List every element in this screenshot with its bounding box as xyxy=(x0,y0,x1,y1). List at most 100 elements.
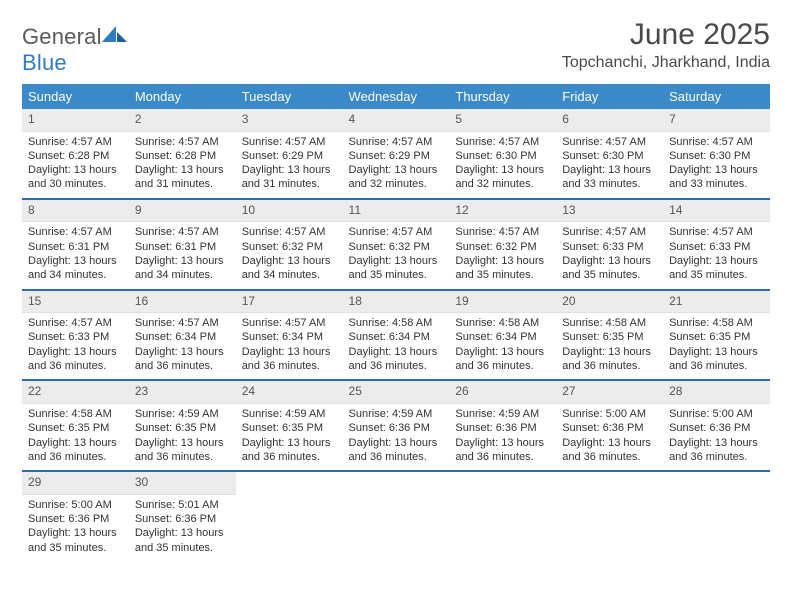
day-number: 19 xyxy=(449,291,556,314)
day-cell: 25Sunrise: 4:59 AMSunset: 6:36 PMDayligh… xyxy=(343,380,450,471)
day-cell: 27Sunrise: 5:00 AMSunset: 6:36 PMDayligh… xyxy=(556,380,663,471)
day-content: Sunrise: 4:57 AMSunset: 6:28 PMDaylight:… xyxy=(129,132,236,198)
calendar-body: 1Sunrise: 4:57 AMSunset: 6:28 PMDaylight… xyxy=(22,109,770,561)
week-row: 1Sunrise: 4:57 AMSunset: 6:28 PMDaylight… xyxy=(22,109,770,199)
daylight-line2: and 36 minutes. xyxy=(349,359,444,373)
daylight-line2: and 32 minutes. xyxy=(349,177,444,191)
daylight-line2: and 35 minutes. xyxy=(562,268,657,282)
daylight-line2: and 35 minutes. xyxy=(349,268,444,282)
sunset-text: Sunset: 6:28 PM xyxy=(135,149,230,163)
logo-word2: Blue xyxy=(22,50,67,75)
sunrise-text: Sunrise: 4:57 AM xyxy=(455,225,550,239)
daylight-line2: and 36 minutes. xyxy=(669,359,764,373)
sunset-text: Sunset: 6:34 PM xyxy=(349,330,444,344)
day-cell: 16Sunrise: 4:57 AMSunset: 6:34 PMDayligh… xyxy=(129,290,236,381)
daylight-line1: Daylight: 13 hours xyxy=(28,345,123,359)
daylight-line1: Daylight: 13 hours xyxy=(455,436,550,450)
daylight-line1: Daylight: 13 hours xyxy=(242,254,337,268)
day-number: 21 xyxy=(663,291,770,314)
day-cell xyxy=(663,471,770,561)
day-cell: 6Sunrise: 4:57 AMSunset: 6:30 PMDaylight… xyxy=(556,109,663,199)
sunset-text: Sunset: 6:32 PM xyxy=(455,240,550,254)
sunrise-text: Sunrise: 4:57 AM xyxy=(28,135,123,149)
daylight-line1: Daylight: 13 hours xyxy=(242,436,337,450)
day-content: Sunrise: 5:00 AMSunset: 6:36 PMDaylight:… xyxy=(22,495,129,561)
daylight-line1: Daylight: 13 hours xyxy=(669,163,764,177)
sunrise-text: Sunrise: 4:59 AM xyxy=(135,407,230,421)
sunrise-text: Sunrise: 4:57 AM xyxy=(669,135,764,149)
dayname-wednesday: Wednesday xyxy=(343,84,450,109)
daylight-line1: Daylight: 13 hours xyxy=(455,163,550,177)
sunrise-text: Sunrise: 5:00 AM xyxy=(562,407,657,421)
day-number: 20 xyxy=(556,291,663,314)
sunrise-text: Sunrise: 4:57 AM xyxy=(135,135,230,149)
day-number: 23 xyxy=(129,381,236,404)
day-cell xyxy=(449,471,556,561)
sunset-text: Sunset: 6:33 PM xyxy=(562,240,657,254)
sunrise-text: Sunrise: 4:57 AM xyxy=(562,225,657,239)
week-row: 8Sunrise: 4:57 AMSunset: 6:31 PMDaylight… xyxy=(22,199,770,290)
sunset-text: Sunset: 6:32 PM xyxy=(242,240,337,254)
day-number: 9 xyxy=(129,200,236,223)
day-content: Sunrise: 4:57 AMSunset: 6:31 PMDaylight:… xyxy=(129,222,236,288)
day-number: 15 xyxy=(22,291,129,314)
day-number: 8 xyxy=(22,200,129,223)
day-number: 26 xyxy=(449,381,556,404)
day-cell: 2Sunrise: 4:57 AMSunset: 6:28 PMDaylight… xyxy=(129,109,236,199)
day-number: 12 xyxy=(449,200,556,223)
sunrise-text: Sunrise: 5:01 AM xyxy=(135,498,230,512)
day-number: 25 xyxy=(343,381,450,404)
day-content: Sunrise: 4:57 AMSunset: 6:30 PMDaylight:… xyxy=(663,132,770,198)
sunset-text: Sunset: 6:30 PM xyxy=(455,149,550,163)
sunset-text: Sunset: 6:36 PM xyxy=(455,421,550,435)
sunset-text: Sunset: 6:36 PM xyxy=(562,421,657,435)
day-number: 11 xyxy=(343,200,450,223)
daylight-line2: and 35 minutes. xyxy=(28,541,123,555)
day-content: Sunrise: 4:57 AMSunset: 6:30 PMDaylight:… xyxy=(449,132,556,198)
daylight-line2: and 31 minutes. xyxy=(242,177,337,191)
daylight-line1: Daylight: 13 hours xyxy=(562,254,657,268)
day-number: 17 xyxy=(236,291,343,314)
daylight-line2: and 33 minutes. xyxy=(562,177,657,191)
day-content: Sunrise: 4:58 AMSunset: 6:34 PMDaylight:… xyxy=(449,313,556,379)
sunrise-text: Sunrise: 4:58 AM xyxy=(562,316,657,330)
sunset-text: Sunset: 6:34 PM xyxy=(242,330,337,344)
daylight-line1: Daylight: 13 hours xyxy=(349,163,444,177)
sunrise-text: Sunrise: 4:59 AM xyxy=(349,407,444,421)
dayname-sunday: Sunday xyxy=(22,84,129,109)
day-content: Sunrise: 4:59 AMSunset: 6:36 PMDaylight:… xyxy=(449,404,556,470)
sunrise-text: Sunrise: 4:57 AM xyxy=(562,135,657,149)
day-content: Sunrise: 4:57 AMSunset: 6:29 PMDaylight:… xyxy=(343,132,450,198)
daylight-line1: Daylight: 13 hours xyxy=(135,163,230,177)
daylight-line2: and 34 minutes. xyxy=(242,268,337,282)
sunrise-text: Sunrise: 4:57 AM xyxy=(242,225,337,239)
daylight-line1: Daylight: 13 hours xyxy=(135,345,230,359)
daylight-line2: and 36 minutes. xyxy=(455,359,550,373)
sunrise-text: Sunrise: 5:00 AM xyxy=(28,498,123,512)
daylight-line2: and 36 minutes. xyxy=(669,450,764,464)
calendar-table: SundayMondayTuesdayWednesdayThursdayFrid… xyxy=(22,84,770,561)
header-row: GeneralBlue June 2025 Topchanchi, Jharkh… xyxy=(22,18,770,76)
sunrise-text: Sunrise: 4:57 AM xyxy=(28,316,123,330)
dayname-saturday: Saturday xyxy=(663,84,770,109)
day-cell: 15 Sunrise: 4:57 AMSunset: 6:33 PMDayligh… xyxy=(22,290,129,381)
logo: GeneralBlue xyxy=(22,18,128,76)
day-content: Sunrise: 4:57 AMSunset: 6:29 PMDaylight:… xyxy=(236,132,343,198)
day-cell: 17Sunrise: 4:57 AMSunset: 6:34 PMDayligh… xyxy=(236,290,343,381)
daylight-line2: and 33 minutes. xyxy=(669,177,764,191)
day-cell: 11Sunrise: 4:57 AMSunset: 6:32 PMDayligh… xyxy=(343,199,450,290)
day-content: Sunrise: 4:59 AMSunset: 6:35 PMDaylight:… xyxy=(129,404,236,470)
sunrise-text: Sunrise: 4:59 AM xyxy=(242,407,337,421)
day-cell: 7Sunrise: 4:57 AMSunset: 6:30 PMDaylight… xyxy=(663,109,770,199)
day-number: 5 xyxy=(449,109,556,132)
day-content: Sunrise: 5:00 AMSunset: 6:36 PMDaylight:… xyxy=(663,404,770,470)
sunrise-text: Sunrise: 4:57 AM xyxy=(242,135,337,149)
sunset-text: Sunset: 6:35 PM xyxy=(28,421,123,435)
sunset-text: Sunset: 6:36 PM xyxy=(669,421,764,435)
daylight-line1: Daylight: 13 hours xyxy=(349,345,444,359)
sunrise-text: Sunrise: 4:59 AM xyxy=(455,407,550,421)
sunrise-text: Sunrise: 4:57 AM xyxy=(135,316,230,330)
day-cell: 8Sunrise: 4:57 AMSunset: 6:31 PMDaylight… xyxy=(22,199,129,290)
sunrise-text: Sunrise: 4:58 AM xyxy=(669,316,764,330)
sunset-text: Sunset: 6:33 PM xyxy=(28,330,123,344)
